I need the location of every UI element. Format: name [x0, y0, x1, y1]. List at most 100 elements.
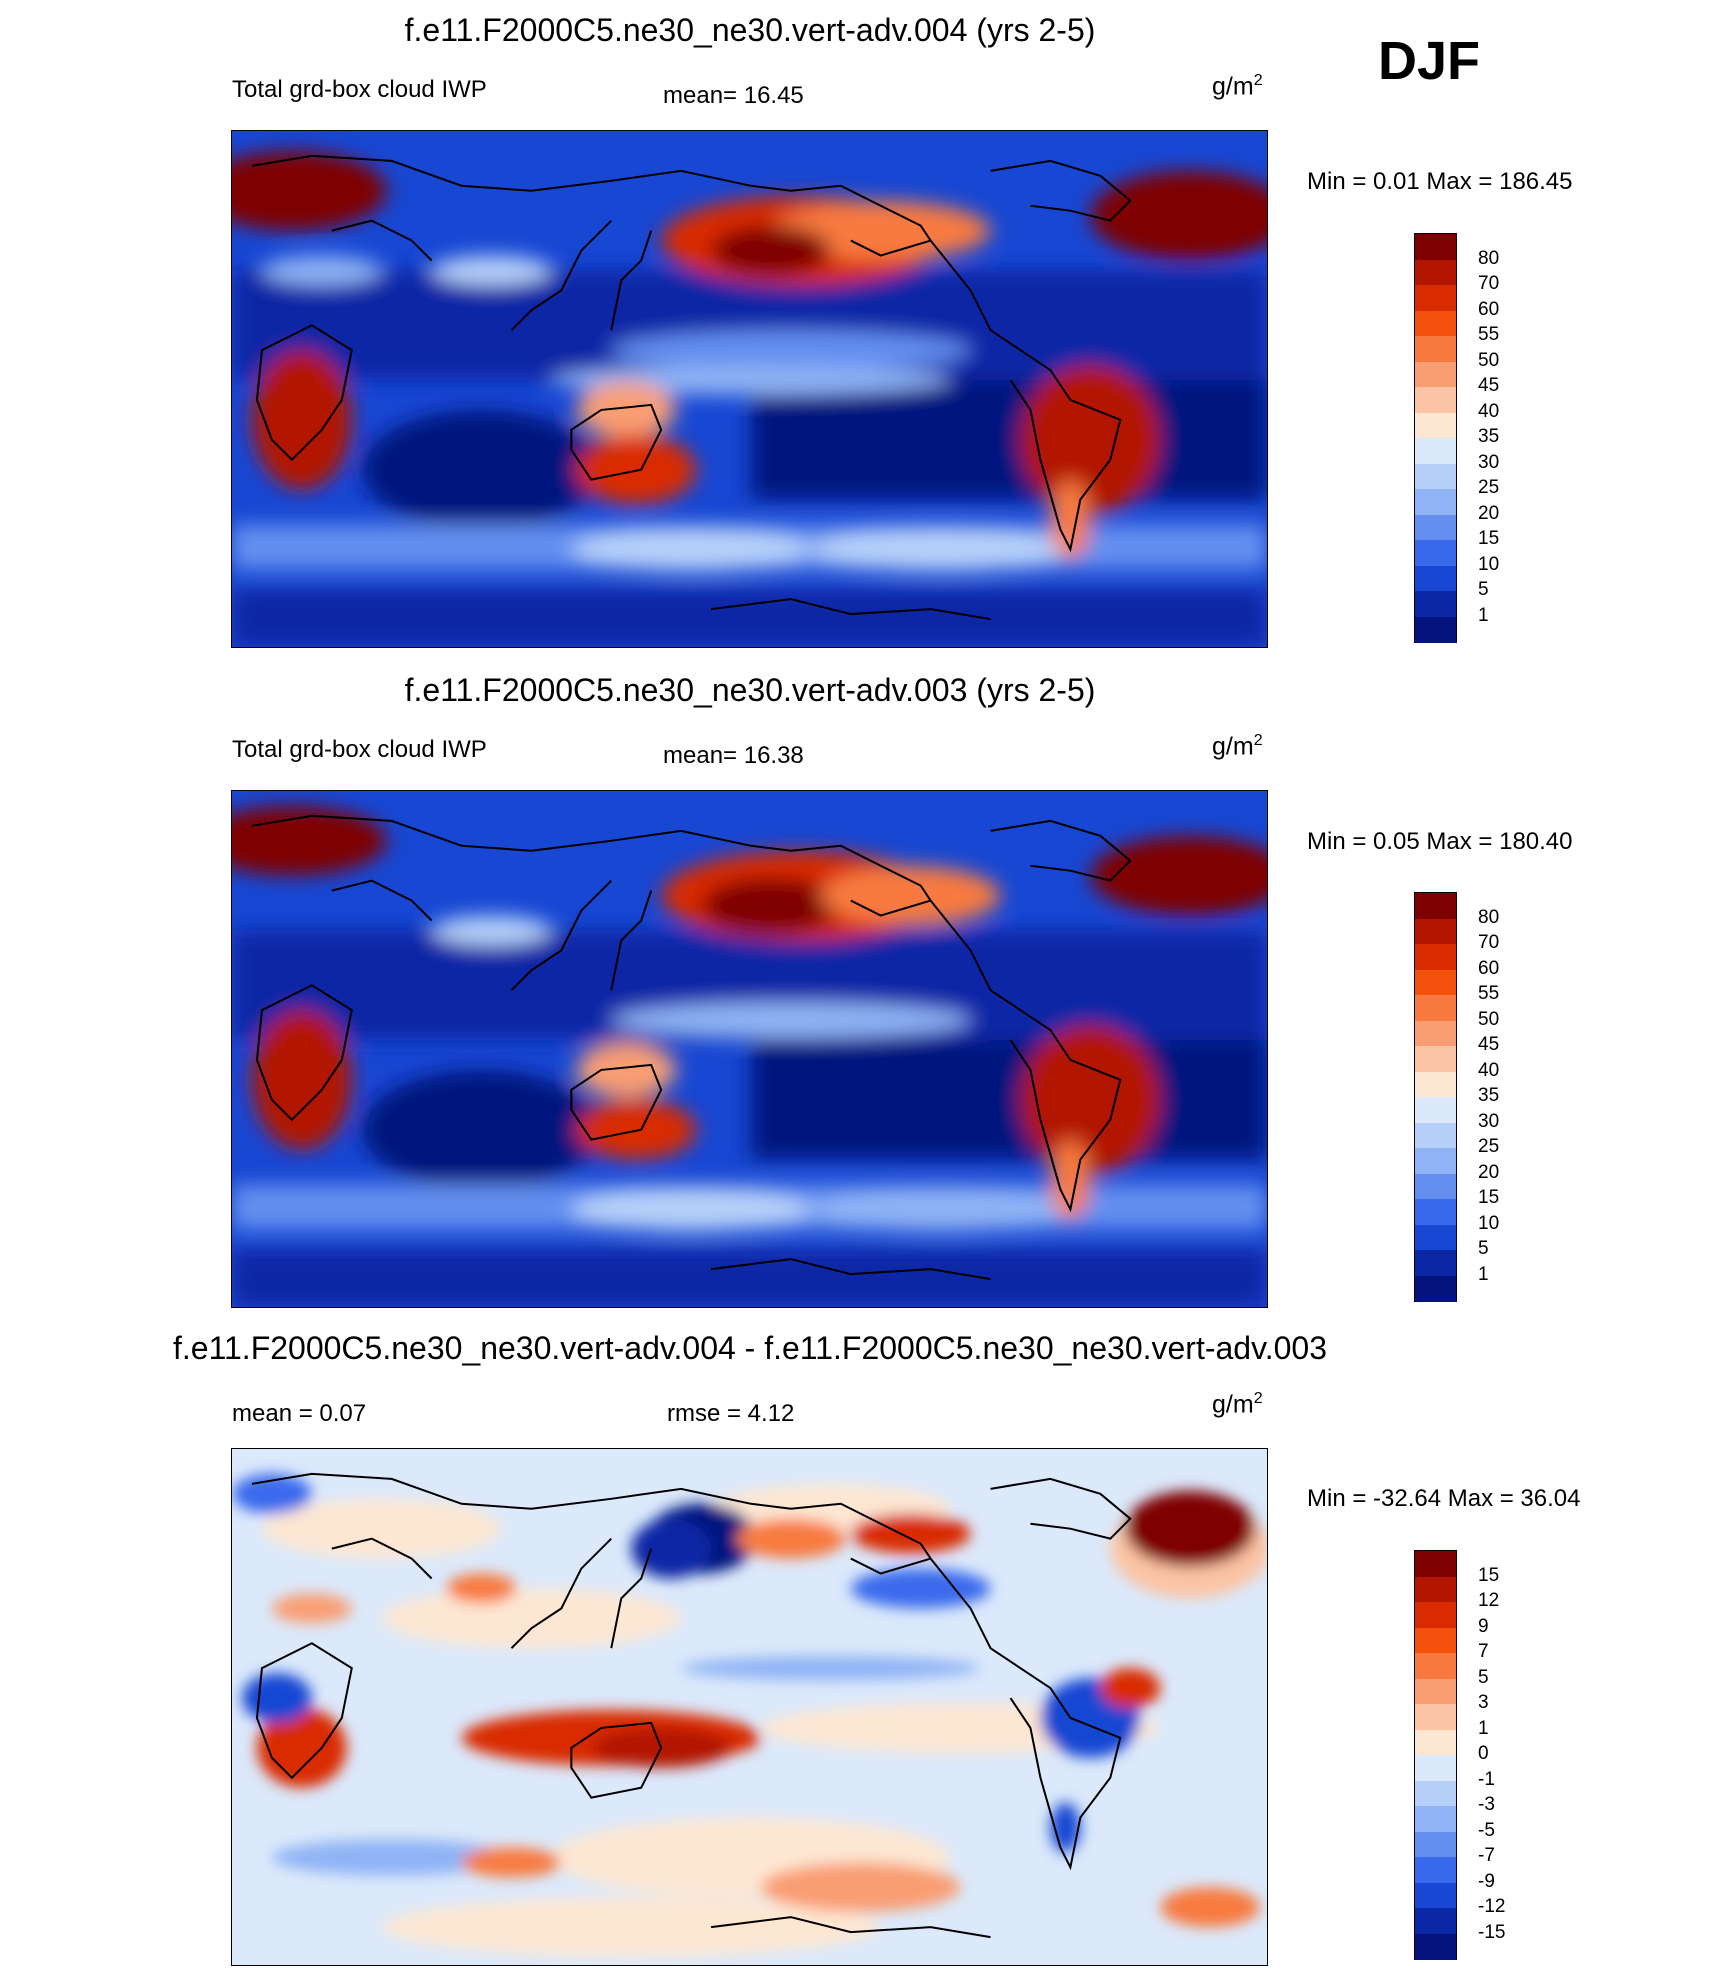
colorbar-tick-label: -12: [1478, 1896, 1506, 1917]
panel-title: f.e11.F2000C5.ne30_ne30.vert-adv.004 - f…: [173, 1330, 1327, 1366]
colorbar-swatch: [1415, 1653, 1456, 1679]
colorbar-swatch: [1415, 489, 1456, 515]
iwp-map-field: [232, 791, 1267, 1307]
colorbar-swatch: [1415, 1250, 1456, 1276]
colorbar-tick-label: 1: [1478, 604, 1489, 626]
colorbar-tick-label: -1: [1478, 1768, 1495, 1790]
colorbar-tick-label: 30: [1478, 1110, 1500, 1132]
colorbar-swatch: [1415, 1755, 1456, 1781]
panel-title: f.e11.F2000C5.ne30_ne30.vert-adv.004 (yr…: [404, 12, 1096, 48]
colorbar-tick-label: 40: [1478, 1059, 1500, 1081]
colorbar-swatch: [1415, 336, 1456, 362]
colorbar-tick-label: 50: [1478, 1008, 1500, 1030]
colorbar-swatch: [1415, 285, 1456, 311]
colorbar-tick-label: 35: [1478, 1085, 1500, 1106]
colorbar-swatch: [1415, 412, 1456, 439]
colorbar-swatch: [1415, 1275, 1456, 1302]
colorbar-tick-label: 40: [1478, 400, 1500, 422]
colorbar-swatch: [1415, 1122, 1456, 1149]
colorbar-tick-label: 15: [1478, 1187, 1500, 1208]
field-label: Total grd-box cloud IWP: [232, 736, 487, 763]
colorbar-tick-label: 25: [1478, 1136, 1500, 1157]
difference-map-field: [232, 1449, 1267, 1965]
mean-label: mean = 0.07: [232, 1400, 367, 1427]
rmse-label: rmse = 4.12: [667, 1400, 795, 1427]
colorbar-swatch: [1415, 1831, 1456, 1858]
colorbar-tick-label: 20: [1478, 502, 1500, 524]
colorbar-swatch: [1415, 540, 1456, 566]
colorbar-swatch: [1415, 616, 1456, 643]
iwp-map: [231, 790, 1268, 1308]
colorbar-swatch: [1415, 1046, 1456, 1072]
colorbar-swatch: [1415, 1551, 1456, 1577]
units-label: g/m2: [1212, 732, 1263, 761]
colorbar-tick-label: 60: [1478, 298, 1500, 320]
colorbar-swatch: [1415, 259, 1456, 286]
colorbar-tick-label: 15: [1478, 1564, 1500, 1586]
colorbar-tick-label: 45: [1478, 375, 1500, 396]
colorbar-tick-label: -15: [1478, 1921, 1506, 1943]
colorbar-swatch: [1415, 1576, 1456, 1603]
colorbar-tick-label: -3: [1478, 1794, 1495, 1815]
colorbar-tick-label: -9: [1478, 1870, 1495, 1892]
colorbar-swatch: [1415, 995, 1456, 1021]
colorbar-swatch: [1415, 361, 1456, 388]
min-max-label: Min = -32.64 Max = 36.04: [1307, 1485, 1581, 1512]
colorbar-swatch: [1415, 591, 1456, 617]
colorbar-tick-label: 7: [1478, 1641, 1489, 1662]
colorbar-swatch: [1415, 565, 1456, 592]
units-label: g/m2: [1212, 1390, 1263, 1419]
colorbar-swatch: [1415, 1857, 1456, 1883]
colorbar-swatch: [1415, 310, 1456, 337]
colorbar-swatch: [1415, 1704, 1456, 1730]
iwp-map: [231, 130, 1268, 648]
colorbar-swatch: [1415, 893, 1456, 919]
colorbar-swatch: [1415, 1882, 1456, 1909]
colorbar-tick-label: 25: [1478, 477, 1500, 498]
colorbar-swatch: [1415, 463, 1456, 490]
colorbar-tick-label: 20: [1478, 1161, 1500, 1183]
colorbar-swatch: [1415, 1020, 1456, 1047]
colorbar-swatch: [1415, 1908, 1456, 1934]
colorbar-swatch: [1415, 969, 1456, 996]
colorbar-1: [1414, 233, 1457, 643]
colorbar-swatch: [1415, 1071, 1456, 1098]
colorbar-tick-label: 15: [1478, 528, 1500, 549]
colorbar-swatch: [1415, 234, 1456, 260]
field-label: Total grd-box cloud IWP: [232, 76, 487, 103]
colorbar-swatch: [1415, 1173, 1456, 1200]
colorbar-swatch: [1415, 1627, 1456, 1654]
colorbar-tick-label: 45: [1478, 1034, 1500, 1055]
colorbar-swatch: [1415, 1780, 1456, 1807]
colorbar-swatch: [1415, 1224, 1456, 1251]
colorbar-tick-label: 30: [1478, 451, 1500, 473]
colorbar-tick-label: 70: [1478, 273, 1500, 294]
colorbar-tick-label: 80: [1478, 906, 1500, 928]
colorbar-tick-label: 55: [1478, 324, 1500, 345]
colorbar-swatch: [1415, 1678, 1456, 1705]
season-label: DJF: [1378, 31, 1481, 91]
colorbar-tick-label: 35: [1478, 426, 1500, 447]
colorbar-swatch: [1415, 387, 1456, 413]
colorbar-swatch: [1415, 1806, 1456, 1832]
colorbar-tick-label: 80: [1478, 247, 1500, 269]
mean-label: mean= 16.45: [663, 82, 804, 109]
panel-title: f.e11.F2000C5.ne30_ne30.vert-adv.003 (yr…: [404, 672, 1096, 708]
mean-label: mean= 16.38: [663, 742, 804, 769]
colorbar-swatch: [1415, 514, 1456, 541]
colorbar-tick-label: 5: [1478, 1238, 1489, 1259]
colorbar-swatch: [1415, 1602, 1456, 1628]
colorbar-tick-label: 1: [1478, 1263, 1489, 1285]
colorbar-swatch: [1415, 918, 1456, 945]
colorbar-tick-label: 70: [1478, 932, 1500, 953]
colorbar-tick-label: 55: [1478, 983, 1500, 1004]
units-label: g/m2: [1212, 72, 1263, 101]
min-max-label: Min = 0.05 Max = 180.40: [1307, 828, 1573, 855]
colorbar-tick-label: 50: [1478, 349, 1500, 371]
colorbar-tick-label: -5: [1478, 1819, 1495, 1841]
colorbar-swatch: [1415, 438, 1456, 464]
colorbar-tick-label: 5: [1478, 579, 1489, 600]
min-max-label: Min = 0.01 Max = 186.45: [1307, 168, 1573, 195]
colorbar-swatch: [1415, 1148, 1456, 1174]
colorbar-tick-label: 10: [1478, 553, 1500, 575]
